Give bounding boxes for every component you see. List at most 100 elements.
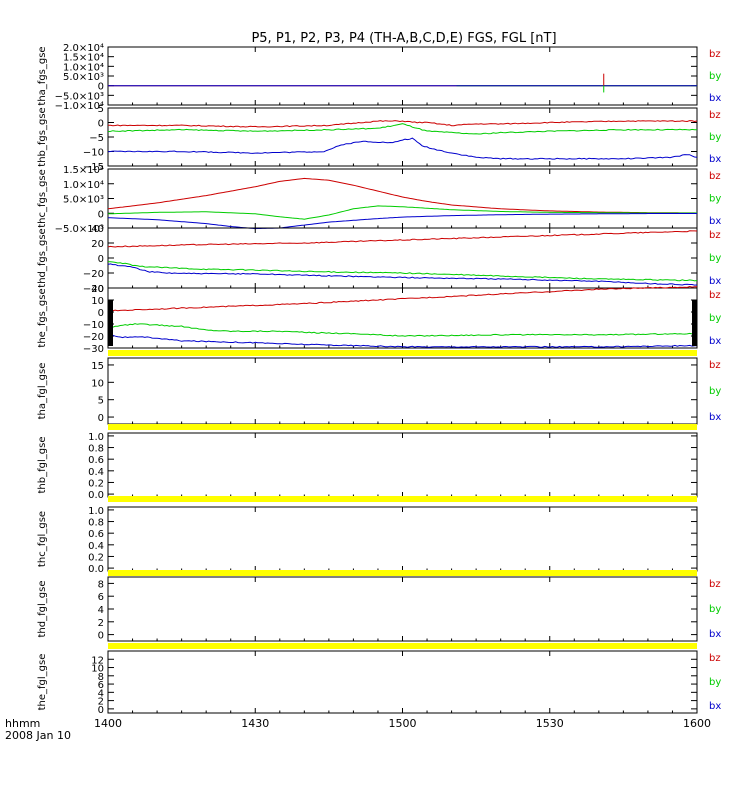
y-tick-label: 0 (98, 119, 104, 130)
panel-tha_fgl_gse: 15 10 5 0 tha_fgl_gse bz by bx (37, 357, 721, 425)
y-tick-label: −30 (83, 344, 104, 355)
y-tick-label: 1.0×10⁴ (63, 62, 104, 73)
y-tick-label: −5 (89, 133, 104, 144)
y-tick-label: 0.2 (88, 552, 104, 563)
y-tick-label: 8 (98, 672, 104, 683)
y-tick-label: 20 (91, 284, 104, 295)
panel-frame (107, 650, 698, 714)
y-tick-label: 0.2 (88, 478, 104, 489)
legend-by: by (709, 386, 721, 397)
legend-bx: bx (709, 93, 721, 104)
panels: 2.0×10⁴1.5×10⁴1.0×10⁴5.0×10³0−5.0×10³−1.… (37, 43, 721, 716)
y-tick-label: 5 (98, 396, 104, 407)
y-tick-label: 8 (98, 579, 104, 590)
panel-frame (107, 168, 698, 229)
y-axis-label: thd_fgl_gse (37, 581, 48, 638)
y-axis-label: tha_fgl_gse (37, 363, 48, 420)
series-bx (107, 263, 698, 286)
legend-by: by (709, 604, 721, 615)
panel-thd_fgs_gse: 40 20 0 −20 −40 thd_fgs_gse bz by bx (37, 224, 721, 295)
y-tick-label: −10 (83, 148, 104, 159)
time-axis-date: 2008 Jan 10 (5, 729, 71, 742)
panel-frame (107, 107, 698, 167)
y-tick-label: 0 (98, 308, 104, 319)
series-by (107, 261, 698, 282)
y-tick-label: 0.0 (88, 564, 104, 575)
y-axis-label: tha_fgs_gse (37, 46, 48, 105)
y-tick-label: 10 (91, 378, 104, 389)
y-tick-label: 2 (98, 697, 104, 708)
y-tick-label: −5.0×10³ (55, 224, 104, 235)
legend-bx: bx (709, 276, 721, 287)
y-axis-label: thc_fgs_gse (37, 169, 48, 228)
data-gap-marker (108, 300, 113, 346)
y-tick-label: 0 (98, 705, 104, 716)
y-tick-label: 10 (91, 664, 104, 675)
quality-flag-bar (108, 350, 697, 356)
series-bz (107, 230, 698, 248)
data-gap-marker (692, 300, 697, 346)
y-axis-label: thb_fgl_gse (37, 437, 48, 494)
legend-by: by (709, 194, 721, 205)
y-tick-label: 0 (98, 209, 104, 220)
legend-bx: bx (709, 701, 721, 712)
legend-by: by (709, 71, 721, 82)
plot-title: P5, P1, P2, P3, P4 (TH-A,B,C,D,E) FGS, F… (251, 31, 556, 46)
y-tick-label: 0.6 (88, 529, 104, 540)
y-tick-label: 4 (98, 688, 104, 699)
y-tick-label: −10 (83, 320, 104, 331)
y-tick-label: 0 (98, 631, 104, 642)
panel-frame (107, 357, 698, 425)
series-bx (107, 137, 698, 160)
legend-bz: bz (709, 290, 721, 301)
y-tick-label: 5.0×10³ (63, 72, 104, 83)
y-tick-label: 4 (98, 605, 104, 616)
y-tick-label: 6 (98, 592, 104, 603)
y-tick-label: 0 (98, 413, 104, 424)
time-tick-label: 1530 (536, 717, 564, 730)
time-tick-label: 1400 (94, 717, 122, 730)
panel-thc_fgs_gse: 1.5×10⁴ 1.0×10⁴ 5.0×10³ 0 −5.0×10³ thc_fgs_gs… (37, 165, 721, 235)
legend-by: by (709, 677, 721, 688)
y-tick-label: 15 (91, 361, 104, 372)
panel-thb_fgl_gse: 1.00.80.60.40.20.0 thb_fgl_gse (37, 432, 698, 501)
quality-flag-bar (108, 424, 697, 430)
legend-bz: bz (709, 360, 721, 371)
legend-by: by (709, 132, 721, 143)
y-tick-label: 1.0 (88, 506, 104, 517)
y-tick-label: 5.0×10³ (63, 195, 104, 206)
legend-bz: bz (709, 230, 721, 241)
legend-bz: bz (709, 653, 721, 664)
legend-bx: bx (709, 336, 721, 347)
panel-thc_fgl_gse: 1.00.80.60.40.20.0 thc_fgl_gse (37, 506, 698, 575)
y-tick-label: 0.0 (88, 490, 104, 501)
legend-bx: bx (709, 154, 721, 165)
panel-frame (107, 287, 698, 349)
y-tick-label: 0.4 (88, 467, 104, 478)
y-tick-label: 0 (98, 254, 104, 265)
quality-flag-bar (108, 570, 697, 576)
series-by (107, 323, 698, 337)
y-tick-label: 6 (98, 680, 104, 691)
panel-frame (107, 506, 698, 572)
panel-tha_fgs_gse: 2.0×10⁴1.5×10⁴1.0×10⁴5.0×10³0−5.0×10³−1.… (37, 43, 721, 112)
series-bx (107, 334, 698, 348)
y-tick-label: 40 (91, 224, 104, 235)
series-bz (108, 120, 698, 128)
legend-bx: bx (709, 412, 721, 423)
panel-frame (107, 432, 698, 498)
y-tick-label: 0 (98, 82, 104, 93)
series-bz (107, 177, 698, 214)
panel-thb_fgs_gse: 5 0 −5 −10 −15 thb_fgs_gse bz by bx (37, 104, 721, 173)
series-by (108, 205, 697, 220)
y-tick-label: 5 (98, 104, 104, 115)
legend-bx: bx (709, 216, 721, 227)
y-tick-label: 0.4 (88, 541, 104, 552)
y-axis-label: thc_fgl_gse (37, 511, 48, 567)
y-axis-label: the_fgl_gse (37, 654, 48, 711)
time-axis: 1400 1430 1500 1530 1600 (94, 717, 711, 730)
y-tick-label: 1.5×10⁴ (63, 165, 104, 176)
time-tick-label: 1430 (241, 717, 269, 730)
